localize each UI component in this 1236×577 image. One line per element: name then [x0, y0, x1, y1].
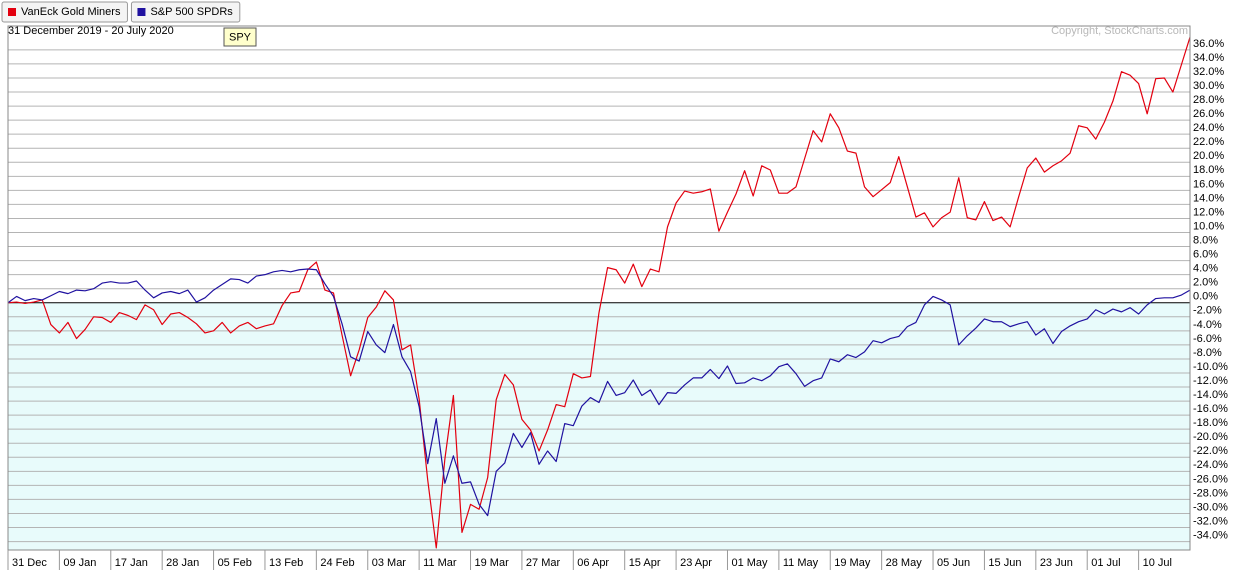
x-tick-label: 10 Jul: [1143, 557, 1172, 569]
y-tick-label: 4.0%: [1193, 263, 1218, 275]
x-tick-label: 11 Mar: [423, 557, 457, 569]
y-tick-label: -20.0%: [1193, 431, 1228, 443]
y-tick-label: 16.0%: [1193, 178, 1224, 190]
y-tick-label: -18.0%: [1193, 417, 1228, 429]
y-tick-label: -32.0%: [1193, 515, 1228, 527]
credit: Copyright, StockCharts.com: [1051, 25, 1188, 37]
date-range: 31 December 2019 - 20 July 2020: [8, 25, 174, 37]
x-tick-label: 09 Jan: [63, 557, 96, 569]
y-tick-label: -16.0%: [1193, 403, 1228, 415]
y-tick-label: 26.0%: [1193, 108, 1224, 120]
y-tick-label: 32.0%: [1193, 66, 1224, 78]
legend-item[interactable]: S&P 500 SPDRs: [130, 1, 241, 23]
x-tick-label: 28 Jan: [166, 557, 199, 569]
y-tick-label: 18.0%: [1193, 164, 1224, 176]
x-tick-label: 23 Jun: [1040, 557, 1073, 569]
y-tick-label: -24.0%: [1193, 459, 1228, 471]
x-tick-label: 27 Mar: [526, 557, 561, 569]
x-tick-label: 05 Feb: [218, 557, 252, 569]
x-tick-label: 06 Apr: [577, 557, 609, 569]
y-tick-label: 36.0%: [1193, 38, 1224, 50]
x-tick-label: 15 Jun: [988, 557, 1021, 569]
x-tick-label: 05 Jun: [937, 557, 970, 569]
legend-button: [1, 1, 128, 23]
legend-item[interactable]: VanEck Gold Miners: [1, 1, 128, 23]
y-tick-label: 12.0%: [1193, 206, 1224, 218]
y-tick-label: -34.0%: [1193, 529, 1228, 541]
y-tick-label: 2.0%: [1193, 277, 1218, 289]
plot-border: [7, 25, 1191, 551]
series-line: [7, 268, 1191, 517]
x-tick-label: 19 Mar: [475, 557, 510, 569]
y-tick-label: -28.0%: [1193, 487, 1228, 499]
x-tick-label: 19 May: [834, 557, 871, 569]
negative-area: [8, 302, 1190, 550]
x-tick-label: 11 May: [783, 557, 819, 569]
grid: [8, 49, 1190, 543]
y-tick-label: -2.0%: [1193, 305, 1222, 317]
y-tick-label: 0.0%: [1193, 291, 1218, 303]
x-tick-label: 31 Dec: [12, 557, 47, 569]
y-tick-label: 14.0%: [1193, 192, 1224, 204]
y-tick-label: 28.0%: [1193, 94, 1224, 106]
legend-label: VanEck Gold Miners: [21, 6, 121, 18]
y-tick-label: -26.0%: [1193, 473, 1228, 485]
axes: 36.0% 34.0% 32.0% 30.0% 28.0% 26.0% 24.0% 22.0%…: [7, 38, 1228, 570]
y-tick-label: -22.0%: [1193, 445, 1228, 457]
annotation: SPY: [229, 31, 252, 43]
x-tick-label: 01 Jul: [1091, 557, 1120, 569]
x-tick-label: 13 Feb: [269, 557, 303, 569]
series-line: [7, 37, 1191, 549]
x-tick-label: 17 Jan: [115, 557, 148, 569]
y-tick-label: 30.0%: [1193, 80, 1224, 92]
y-tick-label: -6.0%: [1193, 333, 1222, 345]
x-tick-label: 23 Apr: [680, 557, 712, 569]
y-tick-label: -14.0%: [1193, 389, 1228, 401]
y-tick-label: 8.0%: [1193, 234, 1218, 246]
y-tick-label: -12.0%: [1193, 375, 1228, 387]
y-tick-label: 24.0%: [1193, 122, 1224, 134]
legend-label: S&P 500 SPDRs: [150, 6, 233, 18]
x-tick-label: 15 Apr: [629, 557, 661, 569]
y-tick-label: 6.0%: [1193, 249, 1218, 261]
y-tick-label: -4.0%: [1193, 319, 1222, 331]
y-tick-label: 34.0%: [1193, 52, 1224, 64]
legend-swatch: [8, 8, 16, 16]
x-tick-label: 03 Mar: [372, 557, 407, 569]
lines: [7, 37, 1191, 549]
annotation-box: [223, 27, 257, 47]
x-tick-label: 01 May: [731, 557, 768, 569]
y-tick-label: 22.0%: [1193, 136, 1224, 148]
y-tick-label: 10.0%: [1193, 220, 1224, 232]
x-tick-label: 24 Feb: [320, 557, 354, 569]
y-tick-label: -10.0%: [1193, 361, 1228, 373]
y-tick-label: -8.0%: [1193, 347, 1222, 359]
legend-swatch: [137, 8, 146, 16]
x-tick-label: 28 May: [886, 557, 923, 569]
legend: VanEck Gold Miners S&P 500 SPDRs: [1, 1, 241, 23]
legend-button: [130, 1, 241, 23]
y-tick-label: -30.0%: [1193, 501, 1228, 513]
y-tick-label: 20.0%: [1193, 150, 1224, 162]
